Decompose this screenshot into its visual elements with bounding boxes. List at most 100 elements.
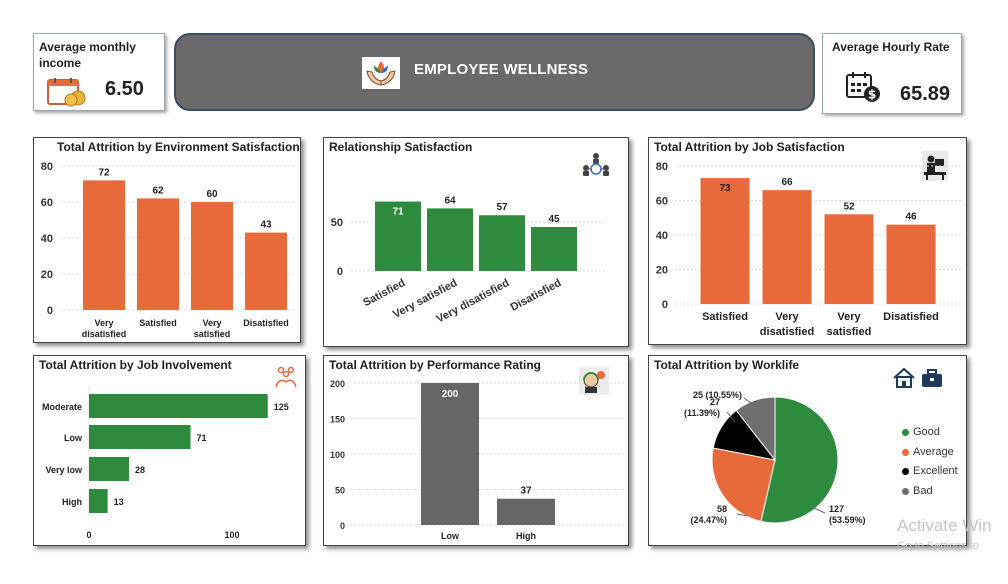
legend-excellent-marker xyxy=(902,467,909,475)
x-tick-label: Satisfied xyxy=(139,318,177,328)
bar xyxy=(824,214,874,304)
legend-bad-label: Bad xyxy=(913,485,933,497)
team-network-icon xyxy=(581,151,611,184)
data-label: 125 xyxy=(274,402,289,412)
kpi-income-label: Average monthly income xyxy=(39,40,136,70)
pie-data-label: 27 xyxy=(710,397,720,407)
calendar-dollar-icon: $ xyxy=(845,71,881,108)
pie-data-label: (11.39%) xyxy=(684,408,720,418)
kpi-hourly-card[interactable]: Average Hourly Rate $ 65.89 xyxy=(822,33,962,114)
data-label: 57 xyxy=(496,202,508,213)
card-job-involvement[interactable]: Total Attrition by Job Involvement 125 Mo… xyxy=(33,355,306,546)
bar xyxy=(137,198,179,310)
pie-leader-line xyxy=(726,411,736,423)
y-tick-label: 0 xyxy=(47,305,53,317)
y-tick-label: 150 xyxy=(330,415,345,425)
bar xyxy=(479,215,525,271)
kpi-income-value: 6.50 xyxy=(105,78,144,100)
data-label: 64 xyxy=(444,195,456,206)
chart-title-perf: Total Attrition by Performance Rating xyxy=(329,358,542,372)
page-title: EMPLOYEE WELLNESS xyxy=(414,61,589,78)
bar xyxy=(375,201,421,271)
data-label: 13 xyxy=(114,497,124,507)
y-tick-label: 40 xyxy=(41,233,53,245)
x-tick-label: disatisfied xyxy=(82,329,127,339)
card-relationship-satisfaction[interactable]: Relationship Satisfaction 0 50 71 Satisfied… xyxy=(323,137,629,347)
y-tick-label: 50 xyxy=(331,217,343,229)
kpi-income-card[interactable]: Average monthly income 6.50 xyxy=(33,33,165,111)
bar xyxy=(89,489,108,513)
bar xyxy=(83,180,125,310)
y-tick-label: 0 xyxy=(340,521,345,531)
wellness-hands-icon xyxy=(362,57,400,94)
x-tick-label: High xyxy=(516,531,536,541)
y-tick-label: 20 xyxy=(41,269,53,281)
y-tick-label: 0 xyxy=(337,266,343,278)
x-tick-label: disatisfied xyxy=(760,326,814,338)
x-tick-label: 100 xyxy=(224,530,239,540)
data-label: 43 xyxy=(260,220,272,231)
pie-data-label: (24.47%) xyxy=(690,515,727,525)
bar xyxy=(421,383,479,525)
legend-good-label: Good xyxy=(913,426,940,438)
bar xyxy=(497,498,555,525)
data-label: 28 xyxy=(135,465,145,475)
data-label: 37 xyxy=(520,486,532,497)
y-tick-label: 60 xyxy=(656,196,668,208)
x-tick-label: 0 xyxy=(86,530,91,540)
card-worklife[interactable]: Total Attrition by Worklife 127 (53.59%) 5… xyxy=(648,355,967,546)
data-label: 200 xyxy=(442,389,459,400)
card-performance-rating[interactable]: Total Attrition by Performance Rating 0 5… xyxy=(323,355,629,546)
card-job-satisfaction[interactable]: Total Attrition by Job Satisfaction 0 20 4… xyxy=(648,137,967,345)
x-tick-label: satisfied xyxy=(827,326,872,338)
bar xyxy=(89,457,130,481)
svg-text:$: $ xyxy=(868,88,876,102)
x-tick-label: satisfied xyxy=(194,329,231,339)
x-tick-label: Very xyxy=(775,311,799,323)
bar xyxy=(89,394,268,418)
job-satisfaction-bar-chart: 0 20 40 60 80 73 Satisfied 66 Very disatisfied 52 V… xyxy=(656,161,961,338)
data-label: 71 xyxy=(197,433,207,443)
activate-windows-subtext: Go to Settings to xyxy=(897,540,979,552)
pie-leader-line xyxy=(736,513,748,517)
chart-title-rel: Relationship Satisfaction xyxy=(329,140,473,154)
pie-data-label: 127 xyxy=(829,504,844,514)
x-tick-label: Very xyxy=(837,311,861,323)
pie-slice xyxy=(711,447,776,523)
y-tick-label: Very low xyxy=(45,465,83,475)
bar xyxy=(531,226,577,271)
legend-excellent[interactable]: Excellent xyxy=(902,465,958,477)
y-tick-label: 60 xyxy=(41,197,53,209)
y-tick-label: 80 xyxy=(41,161,53,173)
legend-good-marker xyxy=(902,428,909,436)
bar xyxy=(191,202,233,310)
legend-average[interactable]: Average xyxy=(902,446,954,458)
data-label: 62 xyxy=(152,185,164,196)
chart-title-work: Total Attrition by Worklife xyxy=(654,358,800,372)
data-label: 60 xyxy=(206,189,218,200)
card-env-satisfaction[interactable]: Total Attrition by Environment Satisfact… xyxy=(33,137,301,343)
y-tick-label: Low xyxy=(64,433,83,443)
activate-windows-watermark: Activate Win xyxy=(897,516,992,535)
home-briefcase-icon xyxy=(892,366,946,395)
chart-title-inv: Total Attrition by Job Involvement xyxy=(39,358,232,372)
legend-average-label: Average xyxy=(913,446,954,458)
title-banner: EMPLOYEE WELLNESS xyxy=(174,33,815,111)
y-tick-label: 80 xyxy=(656,161,668,173)
bar xyxy=(245,232,287,310)
y-tick-label: 50 xyxy=(335,486,345,496)
pie-data-label: 58 xyxy=(717,504,727,514)
y-tick-label: 40 xyxy=(656,230,668,242)
data-label: 52 xyxy=(843,201,855,212)
kpi-hourly-value: 65.89 xyxy=(900,83,951,105)
x-tick-label: Low xyxy=(441,531,460,541)
x-tick-label: Disatisfied xyxy=(243,318,289,328)
bar xyxy=(886,224,936,304)
worklife-pie-chart: 127(53.59%) 58(24.47%) 27(11.39%) 25 (10.55… xyxy=(684,390,866,525)
legend-bad[interactable]: Bad xyxy=(902,485,933,497)
job-involvement-bar-chart: 125 Moderate 71 Low 28 Very low 13 High 0 100 xyxy=(42,386,289,540)
x-tick-label: Satisfied xyxy=(702,311,748,323)
legend-good[interactable]: Good xyxy=(902,426,940,438)
pie-data-label: (53.59%) xyxy=(829,515,866,525)
